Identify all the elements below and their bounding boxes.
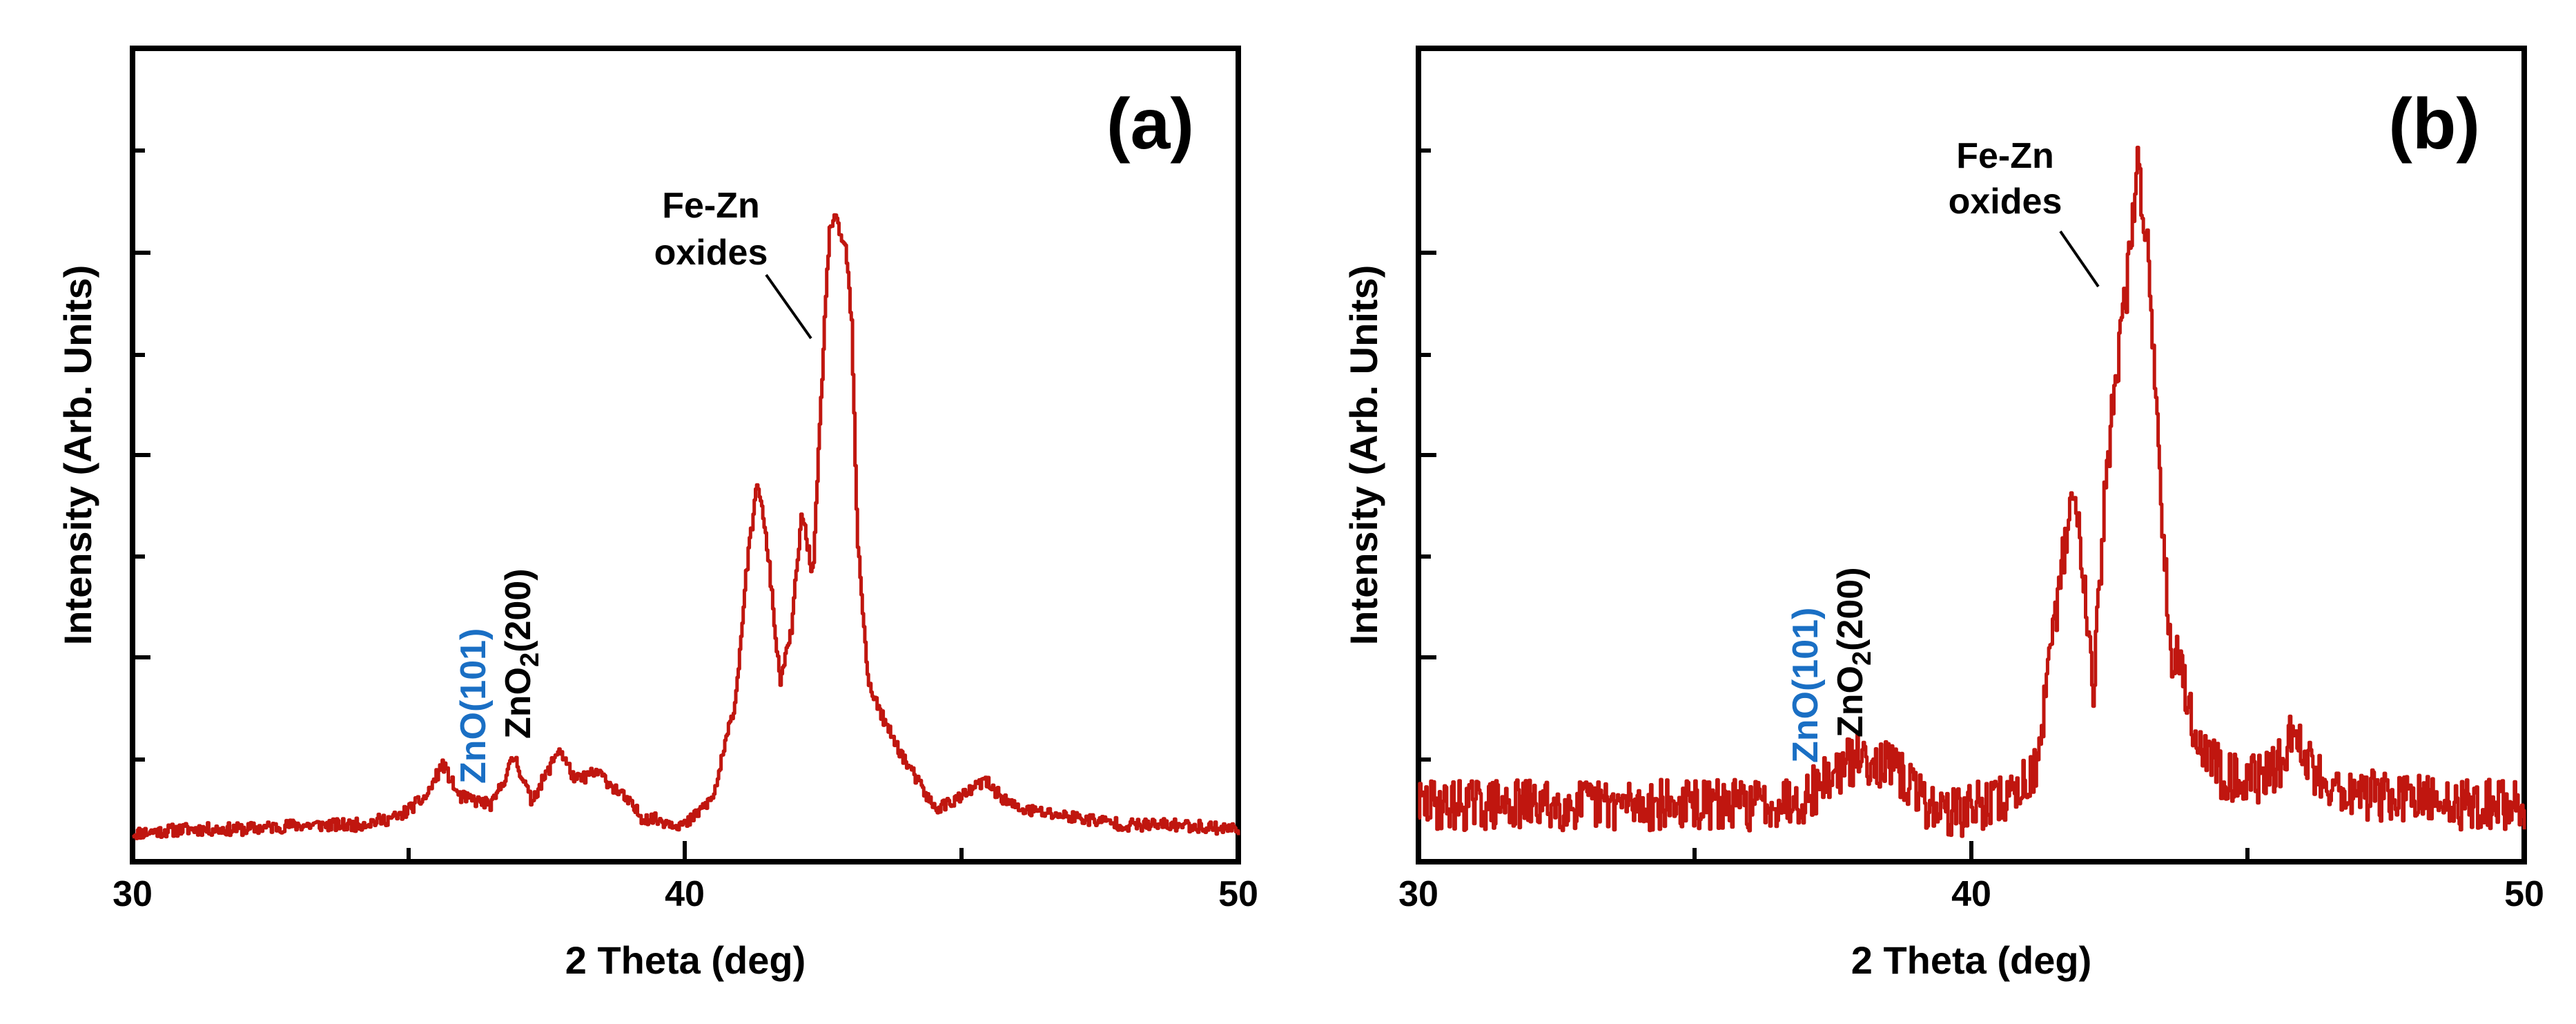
panel-a-xtick-40: 40: [665, 874, 705, 914]
panel-a-zno2-sub: 2: [516, 653, 545, 667]
panel-b-tag: (b): [2388, 84, 2480, 164]
panel-b-zno2-tail: (200): [1831, 567, 1871, 650]
panel-b-peak-label-line1: Fe-Zn: [1956, 136, 2054, 176]
panel-b-zno2-main: ZnO: [1831, 666, 1871, 737]
panel-a-zno2-tail: (200): [498, 568, 538, 652]
panel-a-peak-pointer: [765, 273, 812, 340]
panel-a-xlabel: 2 Theta (deg): [565, 938, 806, 982]
panel-a-peak-label-line2: oxides: [654, 233, 768, 273]
panel-a-zno-label: ZnO(101): [453, 628, 494, 784]
panel-b-zno-label: ZnO(101): [1786, 608, 1826, 763]
panel-b-ticks: [1418, 148, 2250, 862]
panel-a-series-line: [132, 213, 1240, 840]
panel-a-ylabel: Intensity (Arb. Units): [56, 265, 99, 646]
panel-a-tag: (a): [1106, 84, 1194, 164]
panel-a-zno2-main: ZnO: [498, 667, 538, 739]
panel-a-peak-label-line1: Fe-Zn: [662, 186, 760, 226]
panel-a-xtick-50: 50: [1218, 874, 1258, 914]
panel-a-frame: [130, 46, 1241, 864]
panel-a-zno2-label: ZnO2(200): [498, 568, 545, 739]
panel-a-ticks: [133, 148, 964, 862]
panel-b-xtick-50: 50: [2504, 874, 2544, 914]
panel-b-zno2-sub: 2: [1848, 651, 1877, 666]
panel-b-ylabel: Intensity (Arb. Units): [1342, 265, 1385, 646]
panel-b: 30 40 50 2 Theta (deg) Intensity (Arb. U…: [1342, 46, 2544, 982]
panel-b-xlabel: 2 Theta (deg): [1851, 938, 2091, 982]
panel-b-xtick-30: 30: [1398, 874, 1438, 914]
panel-a-xtick-30: 30: [113, 874, 153, 914]
panel-b-series-line: [1418, 146, 2526, 838]
panel-b-zno2-label: ZnO2(200): [1831, 567, 1877, 737]
panel-b-xtick-40: 40: [1951, 874, 1991, 914]
panel-b-peak-pointer: [2059, 230, 2100, 288]
panel-a: 30 40 50 2 Theta (deg) Intensity (Arb. U…: [56, 46, 1258, 982]
panel-b-peak-label-line2: oxides: [1949, 182, 2062, 222]
